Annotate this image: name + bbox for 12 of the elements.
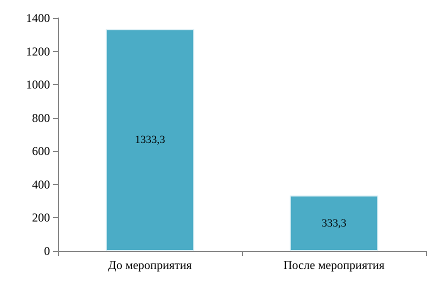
y-tick-label: 200: [32, 210, 50, 225]
y-tick-label: 1000: [26, 78, 50, 92]
y-tick-label: 0: [44, 244, 50, 258]
data-label: 1333,3: [134, 134, 166, 146]
y-tick-label: 800: [32, 110, 50, 125]
y-tick-label: 1200: [26, 44, 50, 58]
x-tick-label: До мероприятия: [108, 258, 192, 272]
y-tick-label: 400: [32, 177, 50, 192]
y-tick-label: 1400: [26, 11, 50, 25]
data-label: 333,3: [322, 217, 347, 230]
y-tick-label: 600: [32, 144, 50, 158]
x-tick-label: После мероприятия: [283, 258, 386, 272]
